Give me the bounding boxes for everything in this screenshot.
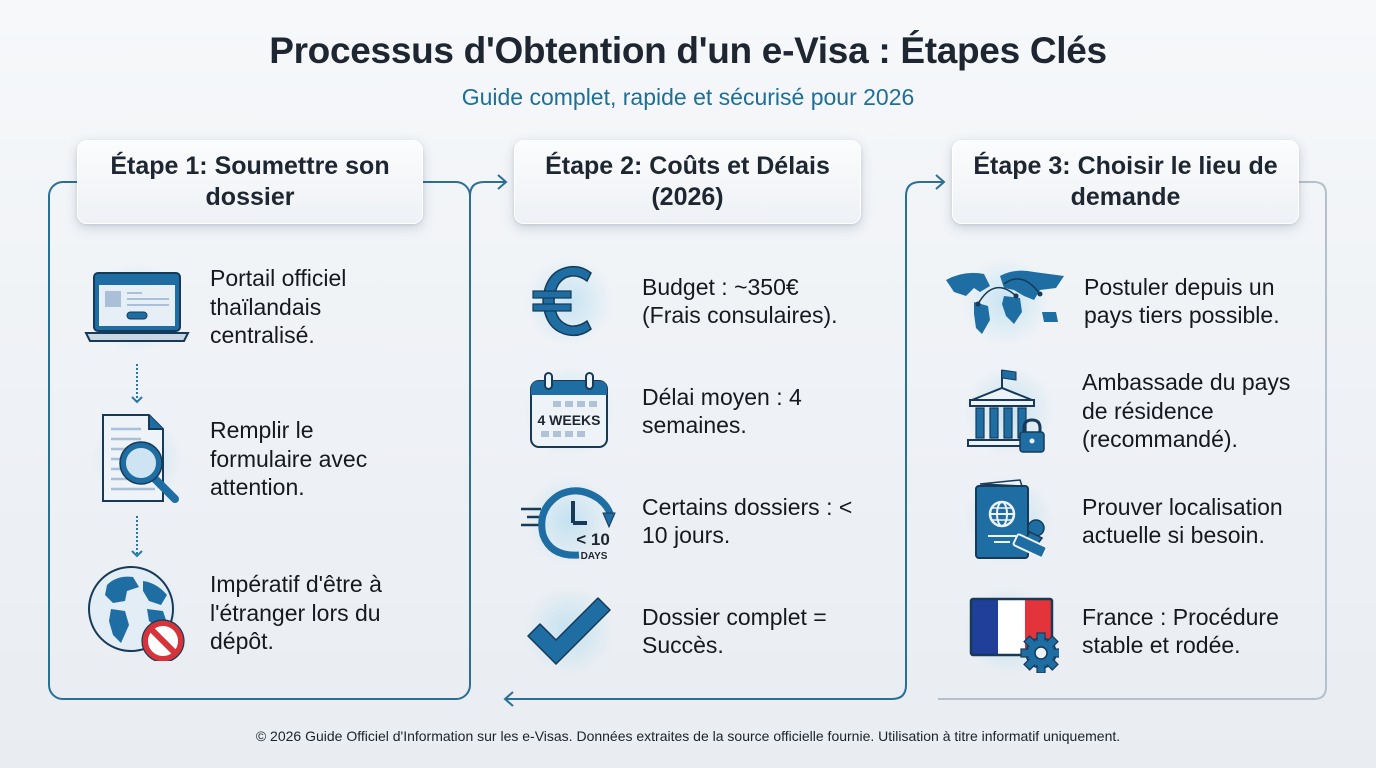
step-1-item: Impératif d'être à l'étranger lors du dé… — [82, 566, 410, 661]
chevron-down-icon — [131, 396, 143, 404]
step-1-title: Étape 1: Soumettre son dossier — [110, 152, 390, 211]
france-flag-gear-icon — [954, 586, 1064, 676]
document-search-icon — [82, 414, 192, 504]
step-1-header: Étape 1: Soumettre son dossier — [77, 140, 423, 224]
step-3-title: Étape 3: Choisir le lieu de demande — [973, 152, 1278, 211]
item-text: Prouver localisation actuelle si besoin. — [1082, 493, 1283, 549]
step-2-header: Étape 2: Coûts et Délais (2026) — [514, 140, 861, 224]
dotted-connector — [136, 516, 138, 554]
item-text: Délai moyen : 4 semaines. — [642, 383, 802, 439]
euro-icon — [514, 256, 624, 346]
svg-text:4 WEEKS: 4 WEEKS — [537, 412, 600, 428]
step-2-item: < 10 DAYS Certains dossiers : < 10 jours… — [514, 476, 862, 566]
laptop-icon — [82, 262, 192, 352]
checkmark-icon — [514, 586, 624, 676]
globe-prohibited-icon — [82, 566, 192, 661]
item-text: Certains dossiers : < 10 jours. — [642, 493, 853, 549]
page-subtitle: Guide complet, rapide et sécurisé pour 2… — [461, 84, 915, 110]
step-2-item: Budget : ~350€ (Frais consulaires). — [514, 256, 862, 346]
item-text: Impératif d'être à l'étranger lors du dé… — [210, 571, 382, 655]
step-1-item: Remplir le formulaire avec attention. — [82, 414, 410, 504]
step-3-item: France : Procédure stable et rodée. — [954, 586, 1312, 676]
step-3-item: Postuler depuis un pays tiers possible. — [944, 256, 1314, 346]
step-3-item: Ambassade du pays de résidence (recomman… — [954, 366, 1312, 456]
step-2-item: Dossier complet = Succès. — [514, 586, 862, 676]
item-text: Dossier complet = Succès. — [642, 603, 827, 659]
item-text: Budget : ~350€ (Frais consulaires). — [642, 273, 838, 329]
item-text: Postuler depuis un pays tiers possible. — [1084, 273, 1280, 329]
step-2-title: Étape 2: Coûts et Délais (2026) — [545, 152, 830, 211]
step-3-header: Étape 3: Choisir le lieu de demande — [952, 140, 1299, 224]
svg-text:< 10: < 10 — [576, 530, 610, 549]
item-text: Remplir le formulaire avec attention. — [210, 417, 368, 501]
world-map-icon — [944, 256, 1068, 346]
item-text: Ambassade du pays de résidence (recomman… — [1082, 369, 1291, 453]
embassy-lock-icon — [954, 366, 1064, 456]
passport-stamp-icon — [954, 476, 1064, 566]
step-2-item: 4 WEEKS Délai moyen : 4 semaines. — [514, 366, 862, 456]
page-title: Processus d'Obtention d'un e-Visa : Étap… — [269, 30, 1107, 71]
fast-clock-icon: < 10 DAYS — [514, 476, 624, 566]
item-text: Portail officiel thaïlandais centralisé. — [210, 265, 347, 349]
item-text: France : Procédure stable et rodée. — [1082, 603, 1279, 659]
step-3-item: Prouver localisation actuelle si besoin. — [954, 476, 1312, 566]
step-1-item: Portail officiel thaïlandais centralisé. — [82, 262, 410, 352]
chevron-down-icon — [131, 550, 143, 558]
footer-copyright: © 2026 Guide Officiel d'Information sur … — [255, 728, 1121, 744]
calendar-icon: 4 WEEKS — [514, 366, 624, 456]
dotted-connector — [136, 364, 138, 402]
svg-text:DAYS: DAYS — [581, 551, 608, 562]
